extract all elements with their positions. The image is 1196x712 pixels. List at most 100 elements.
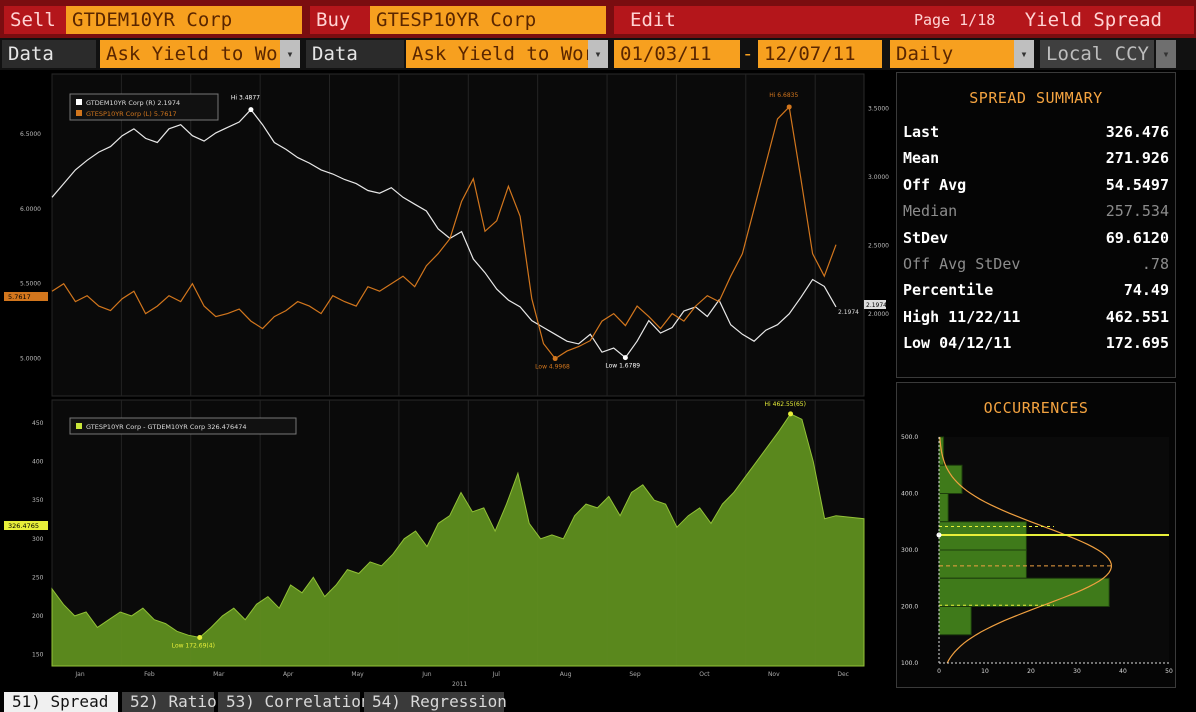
histogram-x-tick: 0	[937, 668, 941, 675]
esp-low-annotation: Low 4.9968	[535, 364, 570, 371]
occurrences-title: OCCURRENCES	[983, 399, 1089, 417]
buy-label: Buy	[310, 6, 370, 34]
dem-low-annotation: Low 1.6789	[605, 363, 640, 370]
month-label: Sep	[629, 671, 641, 678]
month-label: Jun	[421, 671, 432, 678]
function-tabs: 51) Spread 52) Ratio 53) Correlation 54) Re…	[0, 690, 1196, 712]
summary-row: Off Avg 54.5497	[903, 176, 1169, 200]
spread-area	[51, 413, 865, 667]
tab-correlation[interactable]: 53) Correlation	[218, 692, 371, 712]
currency-dropdown-icon[interactable]: ▾	[1156, 40, 1176, 68]
sell-data-field[interactable]: Ask Yield to Wor	[100, 40, 280, 68]
buy-data-dropdown-icon[interactable]: ▾	[588, 40, 608, 68]
sell-data-dropdown-icon[interactable]: ▾	[280, 40, 300, 68]
currency-field[interactable]: Local CCY	[1040, 40, 1154, 68]
sell-security-field[interactable]: GTDEM10YR Corp	[66, 6, 302, 34]
summary-row: High 11/22/11 462.551	[903, 308, 1169, 332]
month-label: Jul	[492, 671, 501, 678]
summary-value: 54.5497	[1105, 175, 1169, 194]
summary-value: 69.6120	[1105, 228, 1169, 247]
spread-low-annotation: Low 172.69(4)	[172, 642, 215, 649]
summary-label: Off Avg StDev	[903, 255, 1021, 273]
spread-legend-swatch	[76, 423, 82, 429]
summary-label: Mean	[903, 149, 940, 168]
histogram-bar	[938, 606, 972, 636]
frequency-dropdown-icon[interactable]: ▾	[1014, 40, 1034, 68]
dem-last-badge: 2.1974	[866, 302, 887, 309]
page-indicator: Page 1/18	[914, 11, 996, 29]
buy-security-field[interactable]: GTESP10YR Corp	[370, 6, 606, 34]
summary-row: StDev 69.6120	[903, 229, 1169, 253]
dem-high-annotation: Hi 3.4877	[231, 95, 260, 102]
summary-label: High 11/22/11	[903, 307, 1021, 326]
spread-high-annotation: Hi 462.55(65)	[765, 401, 806, 408]
view-title: Yield Spread	[1024, 9, 1162, 31]
sell-label: Sell	[4, 6, 66, 34]
buy-data-field[interactable]: Ask Yield to Wor	[406, 40, 588, 68]
dem-last-badge-bg	[864, 300, 886, 309]
start-date-field[interactable]: 01/03/11	[614, 40, 740, 68]
tab-spread[interactable]: 51) Spread	[4, 692, 118, 712]
histogram-y-tick: 500.0	[901, 434, 918, 441]
end-date-field[interactable]: 12/07/11	[758, 40, 882, 68]
esp-last-badge-bg	[4, 292, 48, 301]
dem-legend-label: GTDEM10YR Corp (R) 2.1974	[86, 99, 180, 107]
date-separator: -	[742, 43, 754, 65]
esp-high-marker	[786, 104, 792, 110]
summary-value: 74.49	[1123, 281, 1169, 300]
histogram-y-tick: 100.0	[901, 660, 918, 667]
esp-yield-line	[51, 105, 837, 360]
summary-row: Off Avg StDev .78	[903, 255, 1169, 279]
month-label: Oct	[699, 671, 710, 678]
edit-bar: Edit Page 1/18 Yield Spread	[614, 6, 1194, 34]
spread-summary-title: SPREAD SUMMARY	[969, 89, 1103, 107]
occurrences-panel: OCCURRENCES 500.0 400.0 300.0 200.0 100.0 0 10…	[896, 382, 1176, 688]
histogram-bar	[938, 549, 1027, 579]
histogram-x-tick: 20	[1027, 668, 1035, 675]
summary-row: Mean 271.926	[903, 149, 1169, 173]
spread-low-marker	[197, 634, 203, 640]
data-label-buy: Data	[306, 40, 404, 68]
dem-high-marker	[248, 107, 254, 113]
spread-legend-label: GTESP10YR Corp - GTDEM10YR Corp 326.4764…	[86, 423, 247, 431]
month-label: Dec	[837, 671, 849, 678]
occurrences-histogram[interactable]: 500.0 400.0 300.0 200.0 100.0 0 10 20 30 40 50	[897, 423, 1175, 687]
spread-axis-tick: 200	[32, 613, 44, 620]
esp-legend-label: GTESP10YR Corp (L) 5.7617	[86, 110, 177, 118]
summary-label: Last	[903, 123, 940, 141]
summary-row: Low 04/12/11 172.695	[903, 334, 1169, 358]
month-label: Jan	[74, 671, 84, 678]
spread-axis-tick: 150	[32, 651, 44, 658]
tab-ratio[interactable]: 52) Ratio	[122, 692, 217, 712]
spread-last-badge: 326.4765	[8, 522, 39, 530]
summary-value: .78	[1141, 255, 1169, 273]
summary-row: Last 326.476	[903, 123, 1169, 147]
summary-label: Low 04/12/11	[903, 334, 1012, 353]
summary-label: Off Avg	[903, 175, 967, 194]
data-selection-row: Data Ask Yield to Wor ▾ Data Ask Yield t…	[0, 38, 1196, 70]
summary-label: Median	[903, 202, 958, 221]
frequency-field[interactable]: Daily	[890, 40, 1014, 68]
security-toolbar: Sell GTDEM10YR Corp Buy GTESP10YR Corp E…	[0, 0, 1196, 38]
right-axis-tick: 2.0000	[868, 311, 889, 318]
esp-legend-swatch	[76, 110, 82, 116]
edit-button[interactable]: Edit	[630, 9, 676, 31]
summary-label: StDev	[903, 228, 949, 247]
histogram-x-tick: 30	[1073, 668, 1081, 675]
summary-row: Percentile 74.49	[903, 281, 1169, 305]
tab-regression[interactable]: 54) Regression	[364, 692, 507, 712]
spread-axis-tick: 350	[32, 497, 44, 504]
esp-last-badge: 5.7617	[8, 293, 31, 301]
histogram-x-tick: 50	[1165, 668, 1173, 675]
histogram-bar	[938, 464, 963, 494]
price-and-spread-charts[interactable]: 6.5000 6.0000 5.5000 5.0000 3.5000 3.0000 2.5…	[0, 70, 894, 690]
spread-summary-panel: SPREAD SUMMARY Last 326.476 Mean 271.926 Off…	[896, 72, 1176, 378]
summary-value: 172.695	[1105, 334, 1169, 353]
histogram-x-tick: 10	[981, 668, 989, 675]
summary-row: Median 257.534	[903, 202, 1169, 226]
spread-axis-tick: 250	[32, 574, 44, 581]
summary-value: 257.534	[1105, 202, 1169, 221]
histogram-y-tick: 400.0	[901, 491, 918, 498]
summary-label: Percentile	[903, 281, 994, 300]
month-label: Nov	[768, 671, 780, 678]
